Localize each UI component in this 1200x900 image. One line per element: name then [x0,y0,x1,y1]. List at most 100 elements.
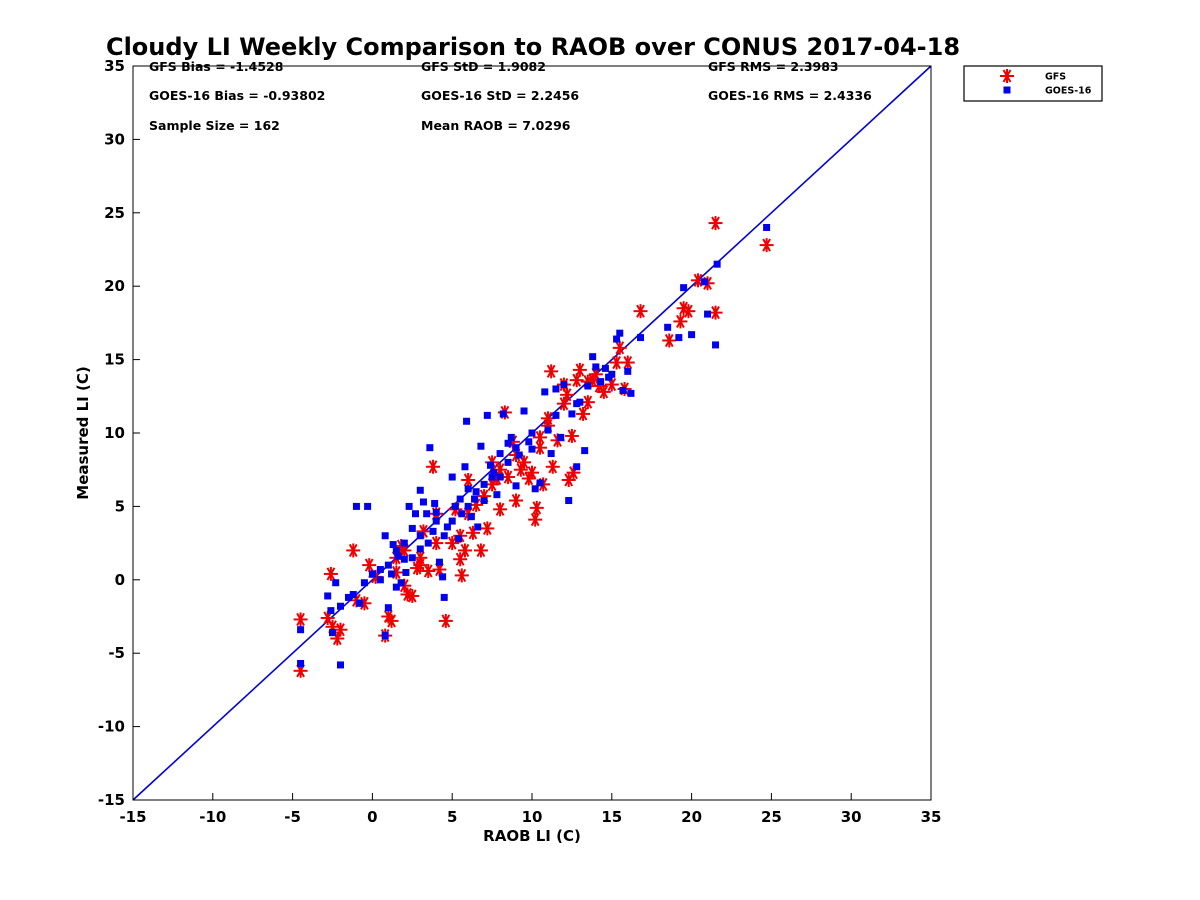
y-tick-label: 30 [104,130,125,148]
data-point-goes-16 [384,561,392,569]
data-point-gfs [759,238,774,253]
data-point-gfs [673,314,688,329]
data-point-gfs [413,558,428,573]
y-axis-label: Measured LI (C) [74,366,92,499]
data-point-gfs [676,301,691,316]
data-point-goes-16 [461,463,469,471]
data-point-goes-16 [597,378,605,386]
data-point-goes-16 [471,495,479,503]
data-point-goes-16 [477,442,485,450]
data-point-gfs [576,406,591,421]
data-point-goes-16 [368,570,376,578]
data-point-goes-16 [512,444,520,452]
data-point-goes-16 [515,451,523,459]
data-point-goes-16 [327,607,335,615]
x-tick-label: -10 [199,808,226,826]
data-point-goes-16 [435,558,443,566]
data-point-goes-16 [573,463,581,471]
data-point-goes-16 [472,488,480,496]
data-point-gfs [461,472,476,487]
data-point-gfs [480,521,495,536]
data-point-goes-16 [552,385,560,393]
data-point-gfs [708,216,723,231]
stat-annotation: GOES-16 RMS = 2.4336 [708,88,872,103]
data-point-goes-16 [332,579,340,587]
data-point-goes-16 [336,661,344,669]
data-point-goes-16 [456,495,464,503]
data-point-gfs [405,588,420,603]
data-point-goes-16 [400,539,408,547]
data-point-goes-16 [664,323,672,331]
data-point-goes-16 [541,388,549,396]
data-point-goes-16 [499,410,507,418]
data-point-gfs [445,536,460,551]
data-point-goes-16 [448,473,456,481]
data-point-goes-16 [419,498,427,506]
data-point-gfs [457,543,472,558]
data-point-goes-16 [467,513,475,521]
x-tick-label: 10 [522,808,543,826]
data-point-goes-16 [483,411,491,419]
y-tick-label: -5 [108,644,125,662]
data-point-goes-16 [381,632,389,640]
data-point-gfs [544,364,559,379]
x-tick-label: 25 [761,808,782,826]
data-point-goes-16 [565,497,573,505]
data-point-goes-16 [493,491,501,499]
data-point-goes-16 [490,469,498,477]
chart-title: Cloudy LI Weekly Comparison to RAOB over… [106,33,960,61]
data-point-goes-16 [589,353,597,361]
data-point-goes-16 [432,508,440,516]
y-tick-label: 25 [104,204,125,222]
data-point-goes-16 [536,479,544,487]
data-point-goes-16 [392,546,400,554]
data-point-goes-16 [581,447,589,455]
data-point-gfs [473,543,488,558]
data-point-goes-16 [613,335,621,343]
data-point-goes-16 [763,223,771,231]
data-point-gfs [633,304,648,319]
legend-label-gfs: GFS [1045,72,1066,83]
data-point-goes-16 [443,523,451,531]
data-point-goes-16 [474,523,482,531]
data-point-goes-16 [344,593,352,601]
stat-annotation: Sample Size = 162 [149,118,280,133]
data-point-goes-16 [464,485,472,493]
x-tick-label: 35 [921,808,942,826]
data-point-goes-16 [601,364,609,372]
statistics-annotations: GFS Bias = -1.4528 GFS StD = 1.9082 GFS RM… [149,59,872,133]
data-point-goes-16 [584,382,592,390]
stat-annotation: GOES-16 Bias = -0.93802 [149,88,325,103]
data-point-goes-16 [405,502,413,510]
data-point-gfs [529,500,544,515]
legend-marker-gfs [1000,69,1014,83]
y-tick-label: 10 [104,424,125,442]
data-point-gfs [525,465,539,480]
data-point-goes-16 [507,433,515,441]
y-tick-label: -15 [98,791,125,809]
data-point-goes-16 [488,473,496,481]
data-point-goes-16 [397,579,405,587]
y-tick-label: -10 [98,718,125,736]
data-point-goes-16 [592,363,600,371]
data-point-goes-16 [376,576,384,584]
data-point-gfs [362,558,377,573]
x-tick-label: 30 [841,808,862,826]
data-point-goes-16 [297,626,305,634]
data-point-goes-16 [627,389,635,397]
legend: GFS GOES-16 [963,65,1103,102]
stat-annotation: GFS RMS = 2.3983 [708,59,839,74]
data-point-goes-16 [439,573,447,581]
data-point-goes-16 [487,461,495,469]
data-point-goes-16 [376,566,384,574]
data-point-gfs [513,462,528,477]
data-point-goes-16 [525,438,533,446]
x-tick-label: 0 [367,808,377,826]
data-point-goes-16 [451,502,459,510]
data-point-goes-16 [504,439,512,447]
data-point-goes-16 [688,331,696,339]
data-point-gfs [662,333,677,348]
data-point-goes-16 [544,426,552,434]
